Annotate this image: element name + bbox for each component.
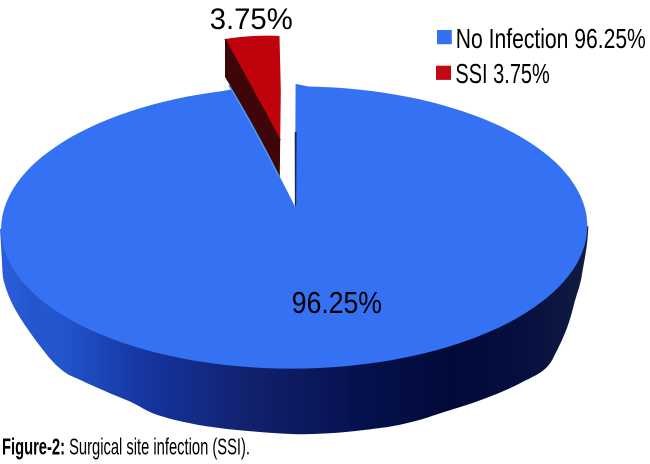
svg-text:SSI 3.75%: SSI 3.75% — [455, 59, 549, 90]
svg-text:Figure-2: Surgical site infect: Figure-2: Surgical site infection (SSI). — [2, 435, 250, 460]
svg-text:No Infection 96.25%: No Infection 96.25% — [456, 24, 646, 54]
svg-text:96.25%: 96.25% — [292, 286, 382, 320]
svg-text:3.75%: 3.75% — [210, 3, 293, 36]
